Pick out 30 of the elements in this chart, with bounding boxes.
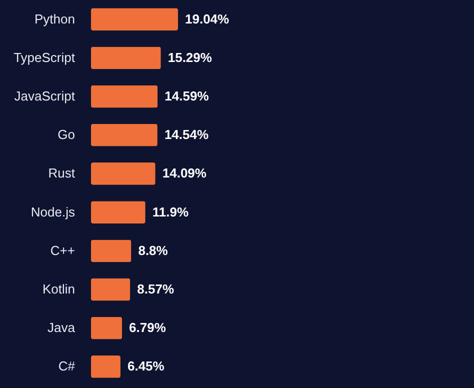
data-label: 8.57% <box>137 282 174 296</box>
data-label: 14.09% <box>162 166 207 181</box>
y-tick-label: Rust <box>48 166 76 181</box>
y-tick-label: JavaScript <box>14 88 76 104</box>
bar <box>91 124 158 146</box>
y-tick-label: Java <box>48 320 76 336</box>
bar <box>91 201 146 224</box>
bar <box>91 240 132 262</box>
bar <box>91 85 158 108</box>
y-tick-label: TypeScript <box>14 50 76 65</box>
bar <box>91 316 122 340</box>
y-tick-label: Node.js <box>30 204 76 220</box>
y-tick-label: C# <box>58 358 76 374</box>
data-label: 11.9% <box>152 204 189 220</box>
data-label: 14.59% <box>164 88 210 104</box>
bar <box>91 46 161 70</box>
bar <box>91 278 130 301</box>
data-label: 6.79% <box>129 320 166 336</box>
y-tick-label: Go <box>58 127 75 142</box>
bar <box>91 162 156 185</box>
y-tick-label: Python <box>34 11 75 26</box>
y-tick-label: C++ <box>50 242 75 258</box>
bar <box>91 8 178 30</box>
data-label: 8.8% <box>138 242 168 258</box>
y-tick-label: Kotlin <box>42 282 75 296</box>
data-label: 15.29% <box>168 50 212 65</box>
data-label: 19.04% <box>185 11 230 26</box>
data-label: 14.54% <box>164 127 209 142</box>
bar <box>91 356 120 378</box>
data-label: 6.45% <box>127 358 165 374</box>
